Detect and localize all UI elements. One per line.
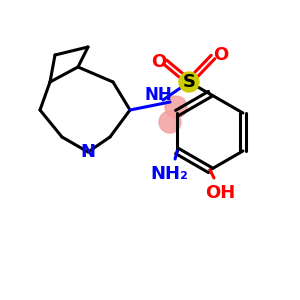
- Text: O: O: [213, 46, 229, 64]
- Text: NH₂: NH₂: [150, 165, 188, 183]
- Text: N: N: [80, 143, 95, 161]
- Circle shape: [159, 111, 181, 133]
- Text: NH: NH: [144, 86, 172, 104]
- Circle shape: [179, 72, 199, 92]
- Text: S: S: [182, 73, 196, 91]
- Text: OH: OH: [205, 184, 235, 202]
- Circle shape: [165, 96, 187, 118]
- Text: O: O: [152, 53, 166, 71]
